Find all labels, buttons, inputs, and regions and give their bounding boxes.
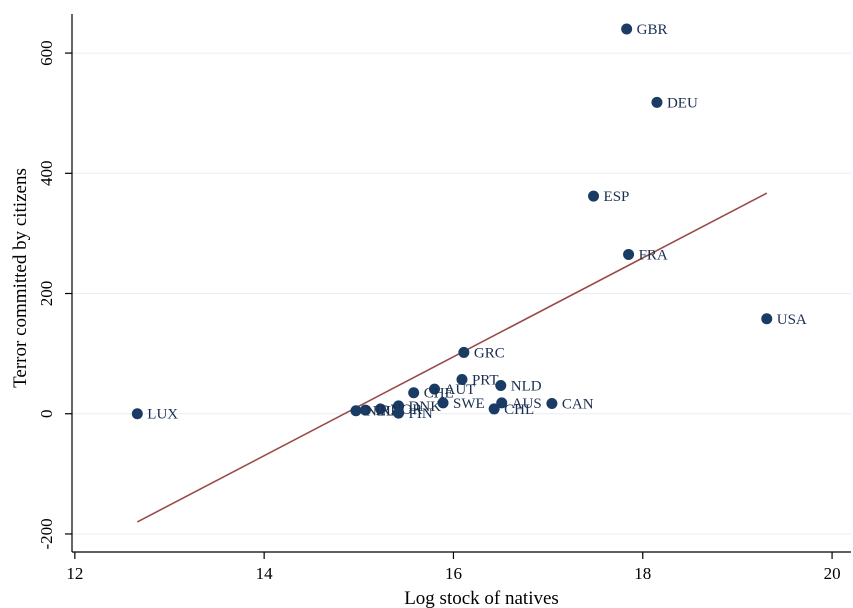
data-point — [456, 373, 468, 385]
data-point-label: AUT — [445, 382, 476, 398]
y-tick-label: 0 — [37, 409, 56, 418]
fit-line — [136, 192, 768, 523]
data-point — [359, 404, 371, 416]
x-tick-label: 16 — [445, 564, 462, 583]
data-point — [588, 190, 600, 202]
data-point-label: ESP — [604, 189, 630, 205]
data-point-label: AUS — [512, 396, 542, 412]
data-point — [761, 313, 773, 325]
data-point — [546, 398, 558, 410]
data-point — [375, 403, 387, 415]
data-point — [496, 397, 508, 409]
y-tick-label: 600 — [37, 40, 56, 66]
y-tick-label: 400 — [37, 161, 56, 187]
data-point-label: NZL — [366, 404, 395, 420]
data-point-label: DNK — [409, 399, 442, 415]
grid-lines — [72, 52, 851, 535]
data-point — [458, 346, 470, 358]
fit-line-group — [136, 192, 768, 523]
x-tick-label: 20 — [824, 564, 841, 583]
data-point — [621, 23, 633, 35]
x-tick-label: 12 — [66, 564, 83, 583]
y-tick-label: 200 — [37, 281, 56, 307]
data-point-label: CHL — [504, 402, 534, 418]
data-point — [350, 405, 362, 417]
x-axis-label: Log stock of natives — [404, 588, 559, 608]
data-point-label: FIN — [409, 406, 433, 422]
data-point — [393, 407, 405, 419]
data-point-label: USA — [777, 312, 807, 328]
data-point — [651, 96, 663, 108]
axes: -200 0 200 400 600 12 14 16 18 20 — [37, 14, 851, 583]
data-point — [429, 383, 441, 395]
data-point-label: NLD — [511, 378, 542, 394]
y-tick-label: -200 — [37, 518, 56, 549]
data-point-label: SWE — [453, 396, 485, 412]
data-point-label: PRT — [472, 372, 499, 388]
data-point — [495, 379, 507, 391]
data-point-label: CHE — [424, 386, 454, 402]
data-point-label: GBR — [637, 22, 668, 38]
data-point — [437, 397, 449, 409]
data-point-label: DEU — [667, 95, 698, 111]
data-point — [488, 403, 500, 415]
data-point-label: CAN — [562, 397, 594, 413]
data-point-label: GRC — [474, 345, 505, 361]
data-point — [131, 408, 143, 420]
data-point — [408, 387, 420, 399]
y-axis-label: Terror committed by citizens — [10, 168, 31, 388]
data-point-label: FRA — [639, 247, 668, 263]
data-point-label: LUX — [147, 407, 178, 423]
x-tick-label: 14 — [256, 564, 274, 583]
data-point — [623, 248, 635, 260]
x-tick-label: 18 — [634, 564, 651, 583]
